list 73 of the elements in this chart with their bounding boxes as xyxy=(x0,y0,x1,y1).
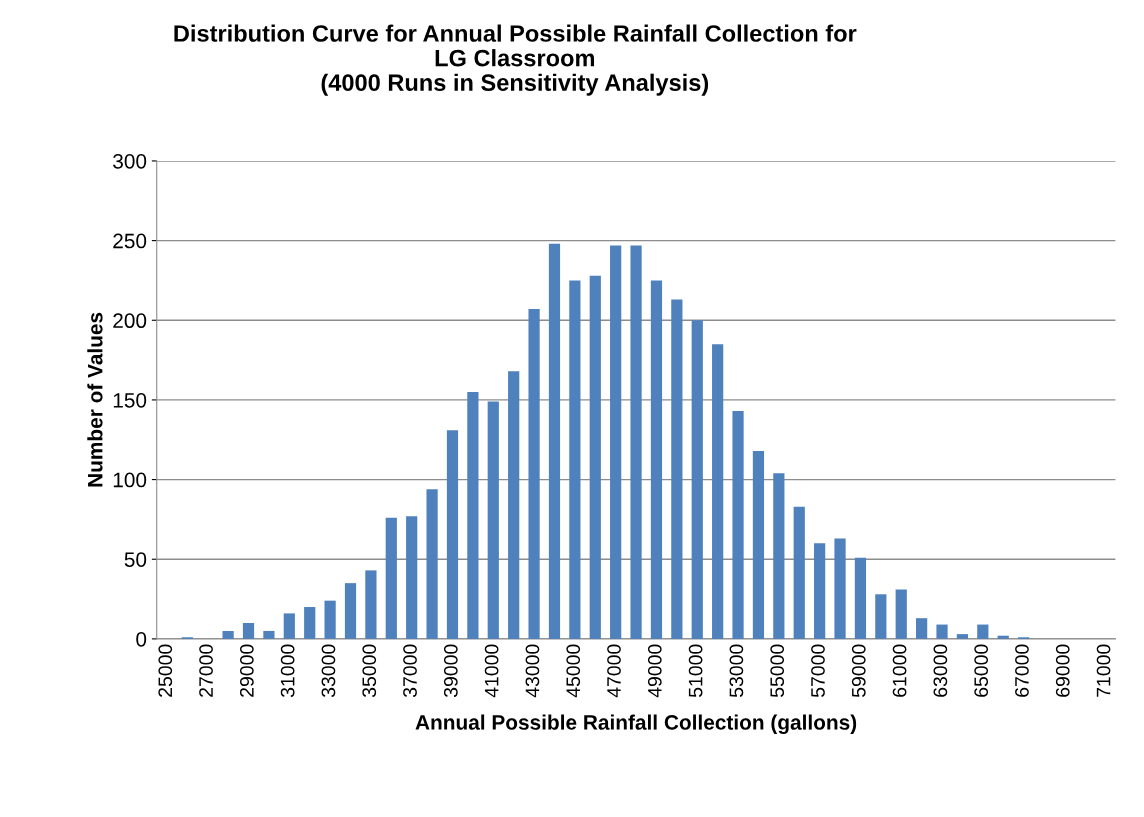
bar xyxy=(752,450,765,639)
bar xyxy=(283,613,295,639)
bar xyxy=(691,320,703,639)
bar xyxy=(793,506,805,639)
x-tick-label: 45000 xyxy=(566,644,581,698)
y-tick-label: 50 xyxy=(124,552,147,567)
bar xyxy=(650,280,663,639)
bar xyxy=(242,622,255,639)
x-tick-label: 39000 xyxy=(443,644,458,698)
y-axis-title: Number of Values xyxy=(87,312,103,487)
bar xyxy=(773,473,785,639)
x-tick-label: 61000 xyxy=(892,644,907,697)
bar xyxy=(528,309,540,639)
y-tick-label: 0 xyxy=(136,631,147,647)
bar xyxy=(895,589,907,639)
x-tick-label: 25000 xyxy=(158,644,173,697)
x-tick-label: 35000 xyxy=(362,644,377,698)
bar xyxy=(324,600,336,639)
bar xyxy=(263,630,275,639)
bar xyxy=(569,280,581,639)
bar xyxy=(589,275,601,639)
bar xyxy=(304,607,316,639)
y-tick-label: 100 xyxy=(113,472,147,488)
bar xyxy=(385,517,397,639)
x-tick-label: 67000 xyxy=(1015,644,1029,697)
bar xyxy=(732,411,744,639)
bar xyxy=(977,624,989,639)
x-tick-label: 41000 xyxy=(484,644,499,698)
bar xyxy=(548,243,561,639)
x-tick-label: 55000 xyxy=(770,644,785,698)
bar xyxy=(467,391,479,639)
bar xyxy=(936,624,948,639)
bar xyxy=(671,299,683,639)
x-tick-label: 33000 xyxy=(321,644,336,698)
bar xyxy=(406,516,418,639)
x-tick-label: 63000 xyxy=(933,644,948,697)
x-tick-label: 47000 xyxy=(607,644,621,698)
x-tick-label: 31000 xyxy=(280,644,295,698)
bar xyxy=(365,570,377,639)
bar xyxy=(997,635,1009,639)
bar xyxy=(916,618,928,639)
bar xyxy=(854,557,867,639)
x-tick-label: 53000 xyxy=(729,644,744,698)
bar xyxy=(344,583,357,639)
x-tick-label: 27000 xyxy=(199,644,213,697)
x-axis-title: Annual Possible Rainfall Collection (gallons) xyxy=(415,714,857,734)
bar xyxy=(508,371,520,639)
x-tick-label: 29000 xyxy=(239,644,254,697)
bar xyxy=(712,344,724,639)
x-tick-label: 57000 xyxy=(811,644,825,698)
bar xyxy=(610,245,622,639)
x-tick-label: 59000 xyxy=(851,644,866,698)
bar xyxy=(630,245,642,639)
x-tick-label: 43000 xyxy=(525,644,540,698)
x-tick-label: 65000 xyxy=(974,644,989,697)
bar xyxy=(426,489,438,639)
bar xyxy=(487,401,499,639)
bar xyxy=(446,430,459,639)
y-tick-label: 150 xyxy=(113,392,147,408)
x-tick-label: 37000 xyxy=(403,644,417,698)
x-tick-label: 49000 xyxy=(647,644,662,698)
bar xyxy=(956,634,969,639)
bar xyxy=(814,543,826,639)
chart-title: Distribution Curve for Annual Possible Rainfall Collection for LG Classroom (4000 Runs in Sensitivity Analysis) xyxy=(174,24,857,96)
bar xyxy=(222,630,234,639)
y-tick-label: 250 xyxy=(113,233,147,249)
x-tick-label: 51000 xyxy=(688,644,703,698)
y-tick-label: 200 xyxy=(113,313,147,329)
x-tick-label: 71000 xyxy=(1096,644,1111,697)
bar xyxy=(834,538,846,639)
y-tick-label: 300 xyxy=(113,153,147,169)
bar xyxy=(875,594,887,639)
x-tick-label: 69000 xyxy=(1055,644,1070,697)
